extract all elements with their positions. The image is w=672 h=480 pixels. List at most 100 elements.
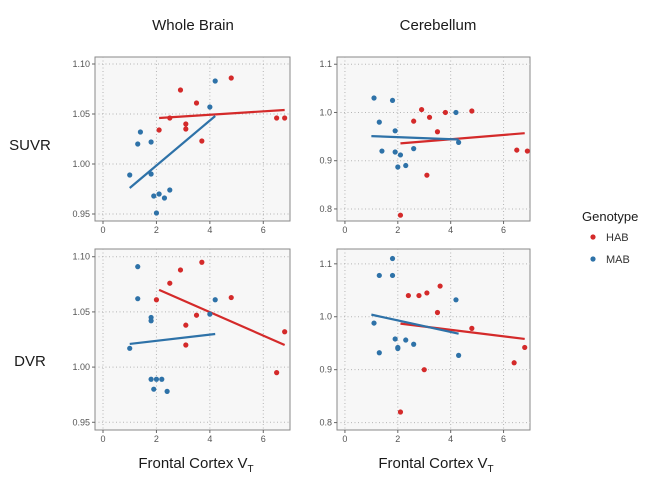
data-point-mab	[397, 152, 404, 158]
data-point-hab	[199, 259, 205, 265]
data-point-hab	[419, 106, 425, 113]
y-tick-label: 1.00	[72, 362, 90, 372]
data-point-mab	[389, 272, 396, 279]
x-axis-title-subscript: T	[488, 464, 494, 475]
y-tick-label: 1.10	[72, 252, 90, 262]
data-point-hab	[424, 172, 430, 178]
x-axis-title-text: Frontal Cortex V	[378, 455, 487, 472]
data-point-hab	[522, 344, 528, 351]
data-point-mab	[392, 149, 398, 155]
x-tick-label: 4	[207, 225, 212, 235]
data-point-hab	[183, 342, 189, 348]
data-point-mab	[207, 311, 213, 317]
legend-marker-mab	[590, 256, 596, 262]
y-tick-label: 1.0	[319, 312, 332, 322]
data-point-mab	[148, 318, 154, 324]
data-point-mab	[161, 195, 168, 201]
legend: Genotype HAB MAB	[582, 209, 638, 266]
x-tick-label: 2	[395, 225, 400, 235]
data-point-mab	[392, 336, 398, 342]
data-point-mab	[135, 296, 141, 302]
data-point-hab	[167, 280, 173, 286]
labels-layer: Whole Brain Cerebellum SUVR DVR Frontal …	[9, 17, 638, 475]
x-axis-title-right: Frontal Cortex VT	[378, 455, 493, 475]
data-point-hab	[183, 126, 189, 132]
data-point-hab	[274, 115, 280, 121]
data-point-mab	[403, 337, 409, 343]
x-tick-label: 4	[207, 434, 212, 444]
data-point-mab	[153, 210, 160, 216]
data-point-hab	[416, 292, 422, 299]
data-point-mab	[156, 191, 162, 197]
panel-whole-brain-dvr: 0 2 4 6 0.95 1.00 1.05 1.10	[72, 248, 291, 444]
data-point-mab	[371, 95, 377, 101]
y-tick-label: 0.95	[72, 209, 90, 219]
x-tick-label: 2	[154, 434, 159, 444]
data-point-hab	[199, 138, 205, 144]
y-tick-label: 0.95	[72, 417, 90, 427]
data-point-hab	[177, 87, 184, 93]
data-point-hab	[193, 100, 200, 106]
data-point-mab	[389, 97, 396, 104]
y-tick-label: 1.0	[319, 107, 332, 117]
data-point-mab	[153, 376, 160, 382]
data-point-mab	[456, 139, 462, 145]
panel-whole-brain-suvr-background	[94, 56, 291, 222]
row-title-dvr: DVR	[14, 353, 46, 370]
y-tick-label: 1.05	[72, 109, 90, 119]
data-point-mab	[148, 139, 154, 145]
data-point-mab	[207, 104, 213, 110]
data-point-mab	[148, 376, 154, 382]
y-tick-label: 0.9	[319, 365, 332, 375]
fit-line-mab	[129, 332, 216, 346]
data-point-mab	[135, 141, 141, 147]
data-point-hab	[397, 409, 404, 415]
x-tick-label: 0	[101, 434, 106, 444]
data-point-hab	[282, 115, 288, 121]
legend-label-mab: MAB	[606, 254, 630, 266]
data-point-mab	[212, 297, 218, 303]
data-point-mab	[212, 78, 218, 84]
legend-title: Genotype	[582, 209, 638, 224]
row-title-suvr: SUVR	[9, 137, 51, 154]
fit-line-mab	[129, 115, 216, 189]
data-point-mab	[453, 297, 459, 303]
x-tick-label: 0	[101, 225, 106, 235]
data-point-mab	[376, 350, 382, 356]
data-point-mab	[379, 148, 385, 154]
x-tick-label: 6	[501, 434, 506, 444]
data-point-hab	[411, 118, 417, 124]
data-point-hab	[177, 267, 184, 273]
panel-whole-brain-dvr-background	[94, 248, 291, 431]
fit-line-mab	[371, 135, 459, 141]
data-point-hab	[424, 290, 430, 296]
y-tick-label: 1.10	[72, 59, 90, 69]
data-point-mab	[151, 386, 157, 392]
data-point-mab	[371, 320, 377, 326]
data-point-hab	[156, 127, 162, 133]
y-tick-label: 0.9	[319, 156, 332, 166]
data-point-mab	[135, 264, 141, 270]
data-point-hab	[469, 108, 475, 114]
data-point-mab	[411, 146, 417, 152]
data-point-mab	[376, 119, 382, 125]
data-point-hab	[153, 297, 160, 303]
panel-cerebellum-dvr: 0 2 4 6 0.8 0.9 1.0 1.1	[319, 248, 531, 444]
data-point-hab	[437, 283, 443, 289]
data-point-mab	[403, 162, 409, 169]
x-axis-title-subscript: T	[248, 464, 254, 475]
fit-line-hab	[158, 288, 286, 347]
y-tick-label: 1.1	[319, 59, 332, 69]
y-tick-label: 1.00	[72, 159, 90, 169]
data-point-mab	[148, 171, 154, 177]
data-point-hab	[193, 312, 200, 318]
data-point-hab	[434, 309, 441, 316]
fit-line-hab	[400, 132, 525, 145]
data-point-hab	[442, 109, 448, 116]
x-axis-title-left: Frontal Cortex VT	[138, 455, 253, 475]
panels-layer: 0 2 4 60.951.001.051.100 2 4 60.80.91.01.10 2 4 6…	[72, 56, 531, 444]
data-point-mab	[389, 255, 396, 262]
x-tick-label: 6	[261, 434, 266, 444]
data-point-mab	[411, 341, 417, 347]
